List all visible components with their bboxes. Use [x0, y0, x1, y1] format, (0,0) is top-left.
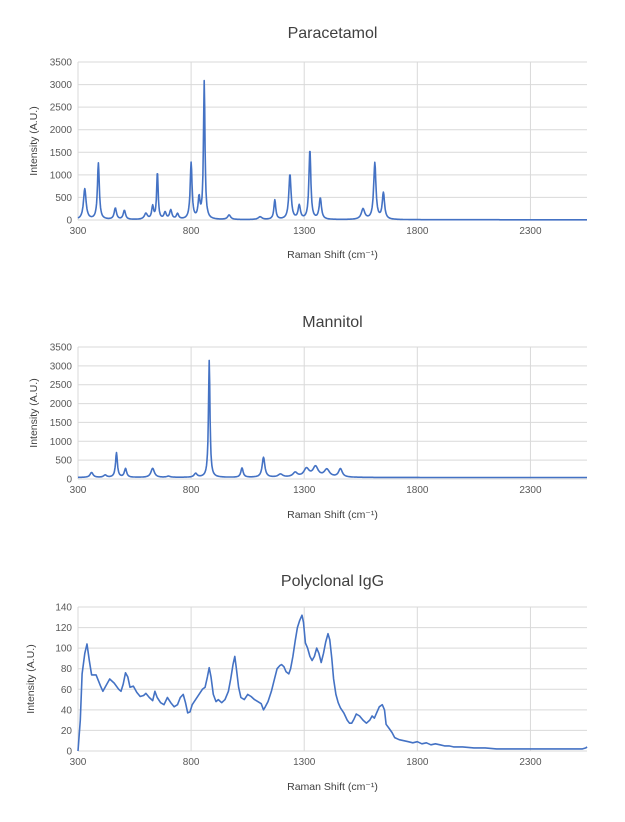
y-tick-label: 120 — [55, 623, 72, 634]
y-tick-label: 1000 — [50, 437, 73, 448]
x-tick-label: 1800 — [406, 757, 429, 768]
chart-panel-polyclonal-igg: 0 20 40 60 80 100 120 140 300 800 1300 1800 2300 Poly… — [10, 557, 614, 812]
chart-panel-mannitol: 0 500 1000 1500 2000 2500 3000 3500 300 800 1300 18… — [10, 296, 614, 541]
y-tick-label: 3000 — [50, 80, 73, 91]
spectrum-series-line — [77, 79, 588, 221]
y-tick-label: 1500 — [50, 148, 73, 159]
x-tick-label: 800 — [183, 226, 200, 237]
y-tick-label: 500 — [55, 456, 72, 467]
y-tick-label: 2500 — [50, 103, 73, 114]
y-tick-label: 0 — [66, 216, 72, 227]
y-tick-label: 2000 — [50, 399, 73, 410]
y-tick-label: 3500 — [50, 58, 73, 69]
chart-panel-paracetamol: 0 500 1000 1500 2000 2500 3000 3500 300 800 1300 18… — [10, 10, 614, 278]
y-tick-label: 0 — [66, 475, 72, 486]
chart-title: Paracetamol — [288, 25, 378, 42]
y-axis-label: Intensity (A.U.) — [25, 644, 37, 713]
y-tick-label: 2500 — [50, 380, 73, 391]
y-tick-label: 3500 — [50, 343, 73, 354]
x-tick-label: 300 — [70, 757, 87, 768]
chart-title: Polyclonal IgG — [281, 573, 384, 590]
y-tick-label: 2000 — [50, 125, 73, 136]
spectrum-series-line — [77, 359, 588, 479]
chart-paracetamol: 0 500 1000 1500 2000 2500 3000 3500 300 800 1300 18… — [28, 25, 588, 261]
y-tick-label: 500 — [55, 193, 72, 204]
y-tick-label: 0 — [66, 747, 72, 758]
x-tick-label: 300 — [70, 485, 87, 496]
x-tick-label: 1300 — [293, 757, 316, 768]
y-tick-label: 80 — [61, 664, 73, 675]
chart-polyclonal-igg: 0 20 40 60 80 100 120 140 300 800 1300 1800 2300 Poly… — [25, 573, 588, 793]
y-tick-label: 100 — [55, 644, 72, 655]
x-tick-label: 800 — [183, 485, 200, 496]
x-tick-label: 300 — [70, 226, 87, 237]
y-tick-label: 3000 — [50, 361, 73, 372]
x-tick-label: 800 — [183, 757, 200, 768]
chart-mannitol: 0 500 1000 1500 2000 2500 3000 3500 300 800 1300 18… — [28, 314, 588, 521]
x-tick-label: 2300 — [519, 226, 542, 237]
x-tick-label: 1800 — [406, 226, 429, 237]
x-axis-label: Raman Shift (cm⁻¹) — [287, 781, 378, 793]
chart-title: Mannitol — [302, 314, 362, 331]
x-tick-label: 1300 — [293, 226, 316, 237]
x-axis-label: Raman Shift (cm⁻¹) — [287, 249, 378, 261]
x-tick-label: 1300 — [293, 485, 316, 496]
y-tick-label: 1000 — [50, 170, 73, 181]
y-tick-label: 40 — [61, 705, 73, 716]
x-tick-label: 2300 — [519, 485, 542, 496]
y-tick-label: 140 — [55, 603, 72, 614]
x-tick-label: 2300 — [519, 757, 542, 768]
y-tick-label: 20 — [61, 726, 73, 737]
y-axis-label: Intensity (A.U.) — [28, 378, 40, 447]
x-axis-label: Raman Shift (cm⁻¹) — [287, 509, 378, 521]
spectrum-series-line — [77, 614, 588, 752]
y-tick-label: 1500 — [50, 418, 73, 429]
y-tick-label: 60 — [61, 685, 73, 696]
x-tick-label: 1800 — [406, 485, 429, 496]
y-axis-label: Intensity (A.U.) — [28, 106, 40, 175]
